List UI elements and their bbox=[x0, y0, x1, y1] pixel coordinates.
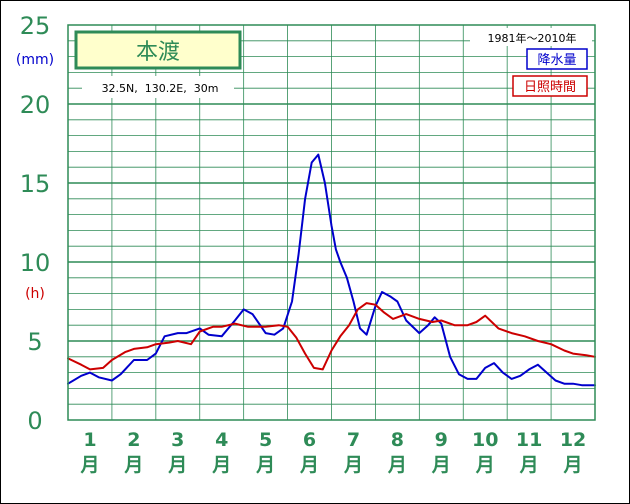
x-tick-month-suffix: 月 bbox=[475, 454, 495, 476]
x-tick-month-number: 11 bbox=[516, 429, 542, 451]
sunshine-line bbox=[67, 302, 596, 371]
x-tick-month-number: 10 bbox=[472, 429, 498, 451]
grid bbox=[68, 25, 595, 420]
x-tick-month-suffix: 月 bbox=[431, 454, 451, 476]
station-coords-bg bbox=[82, 76, 234, 98]
legend: 降水量 日照時間 bbox=[512, 48, 588, 97]
y-tick-label: 25 bbox=[20, 12, 51, 40]
x-tick-month-number: 2 bbox=[127, 429, 140, 451]
x-tick-month-number: 9 bbox=[435, 429, 448, 451]
y-tick-label: 0 bbox=[27, 407, 42, 435]
station-box: 本渡 bbox=[74, 30, 242, 70]
plot-border bbox=[67, 24, 596, 421]
precip-unit-label: (mm) bbox=[16, 52, 54, 68]
y-tick-label: 5 bbox=[27, 328, 42, 356]
sun-unit-label: (h) bbox=[25, 286, 45, 302]
x-tick-month-number: 1 bbox=[83, 429, 96, 451]
y-tick-label: 10 bbox=[20, 249, 51, 277]
station-name-box bbox=[74, 30, 242, 70]
x-tick-month-suffix: 月 bbox=[343, 454, 363, 476]
legend-sun-label: 日照時間 bbox=[524, 80, 576, 95]
x-tick-month-suffix: 月 bbox=[563, 454, 583, 476]
x-tick-month-number: 7 bbox=[347, 429, 360, 451]
x-tick-month-suffix: 月 bbox=[167, 454, 187, 476]
x-tick-month-number: 12 bbox=[560, 429, 586, 451]
x-tick-month-number: 6 bbox=[303, 429, 316, 451]
x-tick-month-number: 8 bbox=[391, 429, 404, 451]
x-tick-month-number: 4 bbox=[215, 429, 228, 451]
x-tick-month-number: 5 bbox=[259, 429, 272, 451]
precipitation-line bbox=[67, 153, 596, 387]
period-label: 1981年〜2010年 bbox=[488, 31, 577, 45]
x-axis-ticks: 1 月 2 月 3 月 4 月 5 月 6 月 7 月 8 月 9 月 10 月 11 月 12 月 bbox=[79, 429, 586, 476]
period-bg bbox=[470, 28, 592, 46]
legend-precip-label: 降水量 bbox=[537, 53, 576, 68]
y-axis-ticks: 0 5 10 15 20 25 bbox=[20, 12, 51, 435]
station-name: 本渡 bbox=[136, 40, 180, 65]
x-tick-month-suffix: 月 bbox=[299, 454, 319, 476]
legend-sun-box bbox=[512, 75, 588, 97]
x-tick-month-suffix: 月 bbox=[211, 454, 231, 476]
x-tick-month-suffix: 月 bbox=[79, 454, 99, 476]
station-coords: 32.5N, 130.2E, 30m bbox=[102, 82, 219, 95]
y-tick-label: 20 bbox=[20, 91, 51, 119]
x-tick-month-suffix: 月 bbox=[387, 454, 407, 476]
x-tick-month-suffix: 月 bbox=[255, 454, 275, 476]
y-tick-label: 15 bbox=[20, 170, 51, 198]
x-tick-month-suffix: 月 bbox=[123, 454, 143, 476]
x-tick-month-number: 3 bbox=[171, 429, 184, 451]
legend-precip-box bbox=[526, 48, 588, 70]
x-tick-month-suffix: 月 bbox=[519, 454, 539, 476]
series-lines bbox=[67, 153, 596, 387]
